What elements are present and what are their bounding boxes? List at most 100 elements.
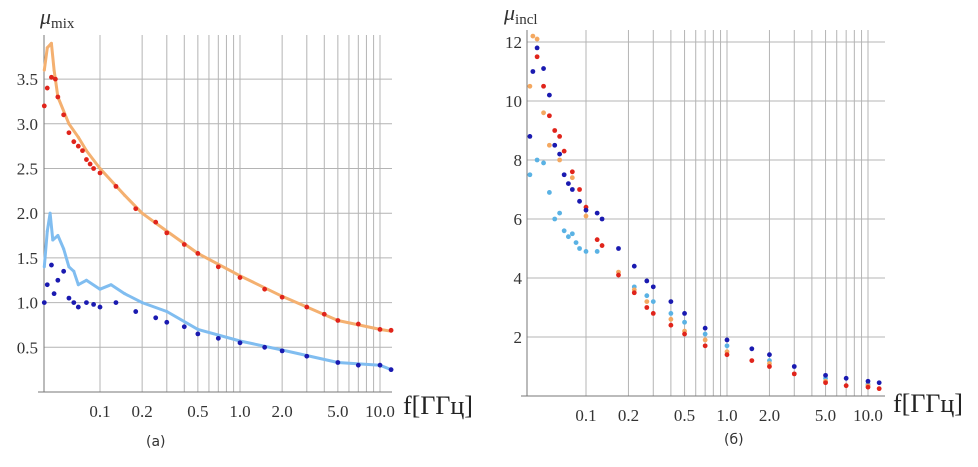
data-point [181,324,187,330]
y-tick-label: 2 [514,328,523,347]
data-point [113,183,119,189]
data-point [552,142,558,148]
data-point [583,249,589,254]
x-tick-label: 5.0 [815,406,836,425]
data-point [552,216,558,222]
data-point [335,360,341,365]
data-point [237,275,243,280]
data-point [534,157,540,163]
data-point [702,325,708,331]
data-point [724,337,730,343]
data-point [573,240,579,246]
data-point [527,172,533,178]
data-point [123,193,127,197]
data-point [55,94,61,100]
data-point [91,166,96,171]
chart-panel-a: 0.1 0.2 0.5 1.0 2.0 5.0 10.0 0.5 1.0 1.5 2.0 2.5 3.0… [17,4,473,450]
data-point [668,322,674,328]
data-point [195,251,201,256]
y-axis-subscript: incl [515,12,538,28]
x-tick-label: 2.0 [759,406,780,425]
data-point [153,219,159,225]
x-tick-label: 10.0 [365,402,395,421]
data-point [355,362,361,368]
data-point [644,305,650,310]
data-point [84,149,88,153]
y-tick-label: 6 [514,210,523,229]
y-tick-label: 4 [514,269,523,288]
data-point [616,246,621,251]
series-dark-blue-dots [41,262,394,373]
data-point [682,331,687,337]
data-point [75,304,81,310]
data-point [823,372,828,378]
x-tick-label: 0.1 [575,406,596,425]
data-point [650,284,656,290]
x-tick-label: 0.2 [618,406,639,425]
y-axis-label: μincl [503,0,538,28]
data-point [164,319,170,325]
data-point [594,210,600,216]
data-point [530,69,536,74]
data-point [876,380,882,386]
data-point [682,311,687,316]
data-point [702,343,708,349]
data-point [196,327,200,331]
data-point [140,301,144,305]
data-point [534,45,540,51]
data-point [91,301,96,307]
data-point [377,327,383,332]
data-point [767,364,772,369]
data-point [52,68,56,72]
y-tick-label: 1.5 [17,249,38,268]
data-point [569,169,575,175]
y-tick-label: 3.5 [17,70,38,89]
data-point [565,181,571,187]
data-point [98,287,102,291]
x-tick-label: 2.0 [272,402,293,421]
data-point [865,378,871,384]
data-point [561,228,567,234]
data-point [262,344,268,350]
data-point [335,318,341,323]
chart-panel-b: 0.1 0.2 0.5 1.0 2.0 5.0 10.0 2 4 6 8 10 12 μincl f[Г… [503,0,963,448]
data-point [67,122,71,126]
x-tick-label: 1.0 [229,402,250,421]
data-point [594,237,600,243]
data-point [650,299,656,304]
y-axis-subscript: mix [51,16,75,32]
series-orange-line [42,41,393,333]
series-orange-dots [527,33,871,389]
data-point [49,41,53,45]
data-point [44,282,50,288]
data-point [561,148,567,154]
y-tick-label: 12 [505,33,522,52]
data-point [546,113,552,119]
data-point [843,375,849,381]
data-point [865,384,871,390]
data-point [41,103,47,109]
data-point [565,234,571,240]
data-point [123,292,127,296]
data-point [42,68,46,72]
series-red-dots [534,54,882,392]
x-tick-label: 0.1 [89,402,110,421]
x-tick-label: 0.2 [132,402,153,421]
data-point [583,207,589,213]
data-point [668,299,674,304]
data-point [546,92,552,98]
data-point [616,272,621,278]
data-point [791,364,797,369]
data-point [71,300,77,305]
data-point [279,348,285,354]
data-point [87,161,93,167]
data-point [577,246,582,251]
data-point [215,335,221,341]
data-point [355,321,361,327]
data-point [72,269,76,273]
data-point [262,286,268,292]
data-point [279,294,285,300]
y-tick-label: 2.0 [17,204,38,223]
data-point [644,293,650,299]
data-point [71,139,77,145]
